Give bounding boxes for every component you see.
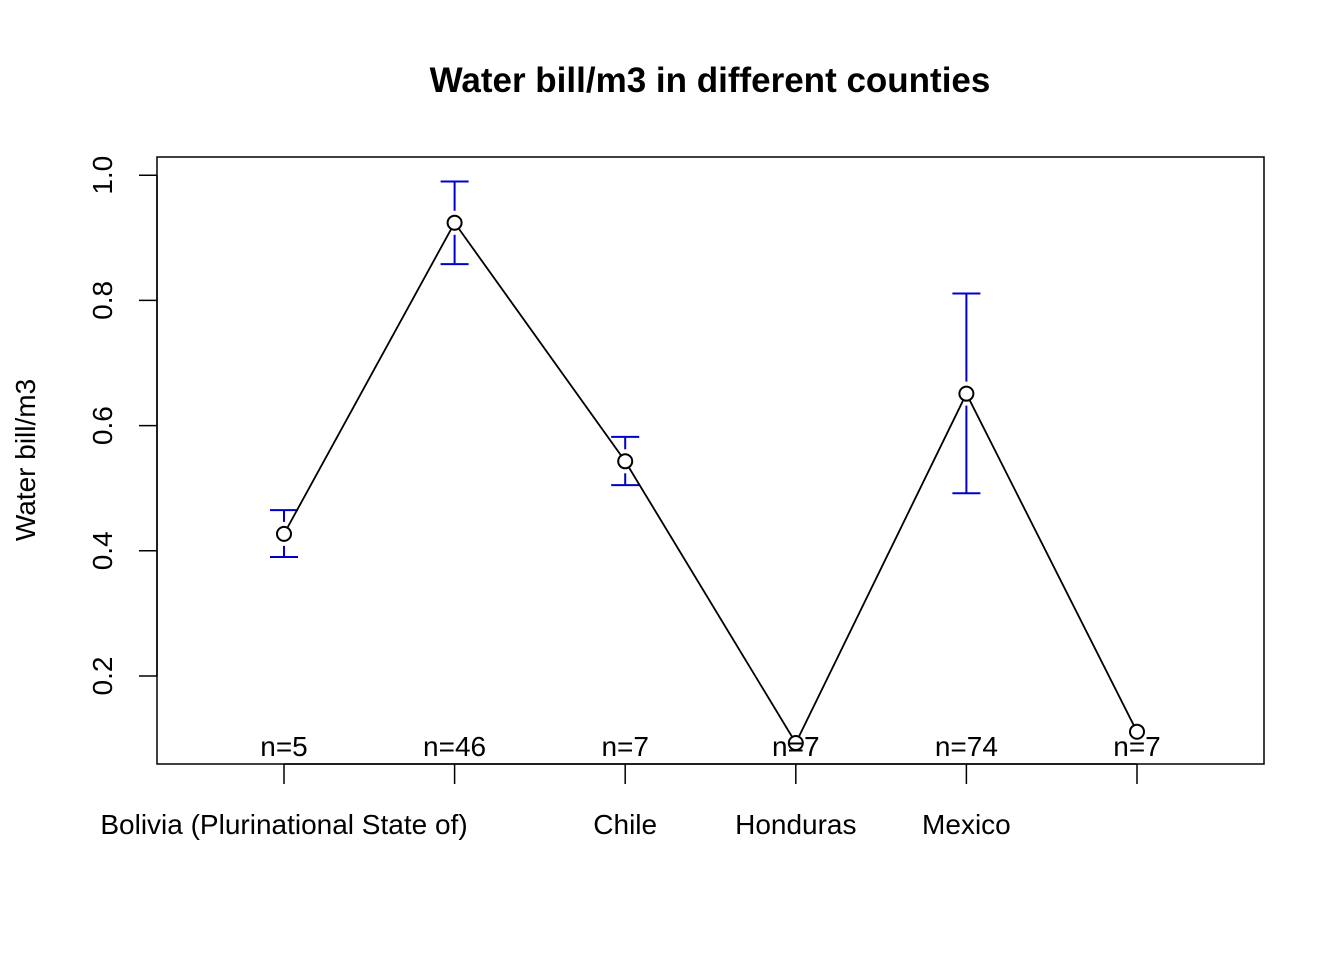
series-line [276, 214, 1145, 751]
n-label: n=7 [601, 731, 649, 762]
n-label: n=74 [935, 731, 998, 762]
x-axis: Bolivia (Plurinational State of) Chile Hon… [100, 763, 1138, 840]
data-point [787, 734, 804, 751]
y-axis: 0.2 0.4 0.6 0.8 1.0 [87, 156, 158, 696]
plot-frame [156, 156, 1265, 765]
error-bars [270, 180, 981, 559]
error-bar [440, 180, 469, 266]
chart-title: Water bill/m3 in different counties [430, 61, 991, 100]
n-label: n=7 [772, 731, 820, 762]
n-labels: n=5 n=46 n=7 n=7 n=74 n=7 [260, 731, 1161, 762]
series-polyline [283, 221, 1138, 745]
x-tick-label: Honduras [735, 809, 856, 840]
y-tick-label: 0.8 [87, 281, 118, 320]
data-point [617, 453, 634, 470]
x-tick-label: Bolivia (Plurinational State of) [100, 809, 467, 840]
y-axis-label: Water bill/m3 [10, 379, 41, 541]
error-bar [952, 292, 981, 495]
y-tick-label: 0.6 [87, 406, 118, 445]
data-point [958, 385, 975, 402]
error-bar [270, 509, 298, 559]
n-label: n=46 [423, 731, 486, 762]
data-point [1129, 723, 1145, 740]
x-tick-label: Mexico [922, 809, 1011, 840]
y-tick-label: 0.2 [87, 657, 118, 696]
data-point [446, 214, 463, 231]
data-point [276, 525, 292, 542]
y-tick-label: 1.0 [87, 156, 118, 195]
error-bar [611, 435, 640, 487]
n-label: n=7 [1113, 731, 1161, 762]
y-tick-label: 0.4 [87, 531, 118, 570]
x-tick-label: Chile [593, 809, 657, 840]
n-label: n=5 [260, 731, 308, 762]
